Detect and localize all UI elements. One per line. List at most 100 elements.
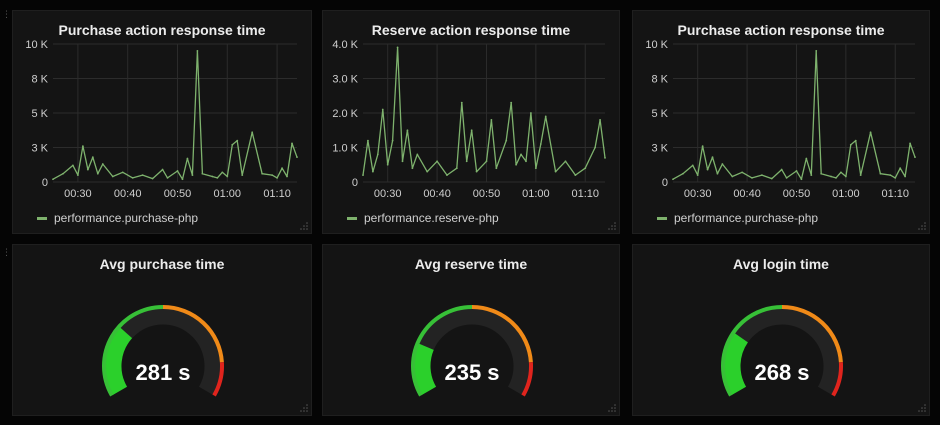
data-point xyxy=(681,172,684,175)
panel-title[interactable]: Purchase action response time xyxy=(677,22,885,38)
resize-grip-icon[interactable] xyxy=(918,404,926,412)
gauge-value: 235 s xyxy=(444,360,499,385)
graph-panel-purchase-2[interactable]: Purchase action response time 0 3 K 5 K 8 K… xyxy=(632,10,930,234)
gauge-threshold-orange xyxy=(162,305,224,363)
gauge-fill xyxy=(104,326,133,396)
data-point xyxy=(81,145,84,148)
data-point xyxy=(401,160,404,163)
data-point xyxy=(539,143,542,145)
data-point xyxy=(176,170,179,172)
data-point xyxy=(849,143,852,146)
data-point xyxy=(436,160,438,163)
y-tick-label: 1.0 K xyxy=(332,143,358,155)
data-point xyxy=(672,178,674,181)
data-point xyxy=(574,174,577,177)
legend[interactable]: performance.purchase-php xyxy=(37,211,198,225)
data-point xyxy=(554,170,557,173)
gauge-threshold-green xyxy=(101,305,164,397)
line-chart: 0 1.0 K 2.0 K 3.0 K 4.0 K 00:30 00:40 00:50 01:0… xyxy=(332,39,606,200)
data-point xyxy=(795,170,798,172)
data-point xyxy=(201,172,204,175)
data-point xyxy=(830,175,832,178)
data-point xyxy=(296,156,298,159)
panel-title[interactable]: Purchase action response time xyxy=(58,22,266,38)
panel-title[interactable]: Reserve action response time xyxy=(371,22,571,38)
data-point xyxy=(86,168,89,171)
x-tick-label: 01:10 xyxy=(881,188,909,200)
gauge-value: 281 s xyxy=(135,360,190,385)
resize-grip-icon[interactable] xyxy=(918,222,926,230)
data-point xyxy=(271,174,274,177)
gauge: 268 s xyxy=(720,305,843,397)
legend-swatch xyxy=(347,216,357,220)
data-point xyxy=(815,50,818,52)
panel-title[interactable]: Avg login time xyxy=(733,256,829,272)
data-point xyxy=(196,50,199,52)
data-point xyxy=(226,175,229,178)
data-point xyxy=(835,176,837,179)
data-point xyxy=(406,129,409,132)
gauge-threshold-red xyxy=(212,362,224,397)
y-tick-label: 8 K xyxy=(31,74,48,86)
data-point xyxy=(696,174,699,177)
x-tick-label: 00:30 xyxy=(684,188,712,200)
data-point xyxy=(166,176,169,179)
y-tick-label: 0 xyxy=(352,177,358,189)
data-point xyxy=(599,119,601,121)
drag-handle-icon[interactable]: ⋮ xyxy=(2,9,11,19)
panel-title[interactable]: Avg purchase time xyxy=(99,256,225,272)
data-point xyxy=(530,112,532,114)
legend[interactable]: performance.purchase-php xyxy=(657,211,818,225)
data-point xyxy=(691,164,694,167)
data-point xyxy=(396,46,399,49)
data-point xyxy=(96,172,99,175)
data-point xyxy=(584,167,587,170)
data-point xyxy=(544,115,547,118)
drag-handle-icon[interactable]: ⋮ xyxy=(2,247,11,257)
legend-swatch xyxy=(37,216,47,220)
gauge-value: 268 s xyxy=(754,360,809,385)
graph-panel-reserve[interactable]: Reserve action response time 0 1.0 K 2.0 K… xyxy=(322,10,620,234)
gauge-fill xyxy=(413,343,437,396)
data-point xyxy=(889,174,892,177)
data-point xyxy=(604,156,606,159)
data-point xyxy=(151,177,154,180)
gauge-threshold-red xyxy=(831,362,843,397)
data-point xyxy=(460,101,463,104)
data-point xyxy=(261,172,264,175)
panel-title[interactable]: Avg reserve time xyxy=(414,256,528,272)
graph-panel-purchase[interactable]: Purchase action response time 0 3 K 5 K 8 K… xyxy=(12,10,312,234)
legend-label: performance.reserve-php xyxy=(364,211,499,225)
gauge-threshold-red xyxy=(521,362,533,397)
resize-grip-icon[interactable] xyxy=(608,404,616,412)
data-point xyxy=(131,176,134,179)
data-point xyxy=(505,139,508,142)
gauge-panel-reserve[interactable]: Avg reserve time 235 s xyxy=(322,244,620,416)
y-tick-label: 5 K xyxy=(31,108,48,120)
data-point xyxy=(534,167,537,170)
resize-grip-icon[interactable] xyxy=(300,222,308,230)
data-point xyxy=(785,176,788,179)
gauge-panel-purchase[interactable]: Avg purchase time 281 s xyxy=(12,244,312,416)
data-point xyxy=(446,174,448,177)
resize-grip-icon[interactable] xyxy=(300,404,308,412)
y-tick-label: 10 K xyxy=(645,39,668,51)
data-point xyxy=(216,176,219,179)
legend[interactable]: performance.reserve-php xyxy=(347,211,499,225)
data-point xyxy=(211,175,214,178)
x-tick-label: 00:40 xyxy=(733,188,761,200)
resize-grip-icon[interactable] xyxy=(608,222,616,230)
data-point xyxy=(859,174,862,177)
data-point xyxy=(470,129,473,132)
y-tick-label: 3 K xyxy=(651,143,668,155)
gauge-threshold-green xyxy=(410,305,473,397)
data-point xyxy=(411,167,414,170)
data-point xyxy=(371,170,374,173)
data-point xyxy=(914,156,916,159)
data-point xyxy=(840,171,842,174)
y-tick-label: 3 K xyxy=(31,143,48,155)
gauge-panel-login[interactable]: Avg login time 268 s xyxy=(632,244,930,416)
y-tick-label: 8 K xyxy=(651,74,668,86)
line-chart: 0 3 K 5 K 8 K 10 K 00:30 00:40 00:50 01:00 01:10 xyxy=(25,39,298,200)
data-point xyxy=(465,160,468,163)
